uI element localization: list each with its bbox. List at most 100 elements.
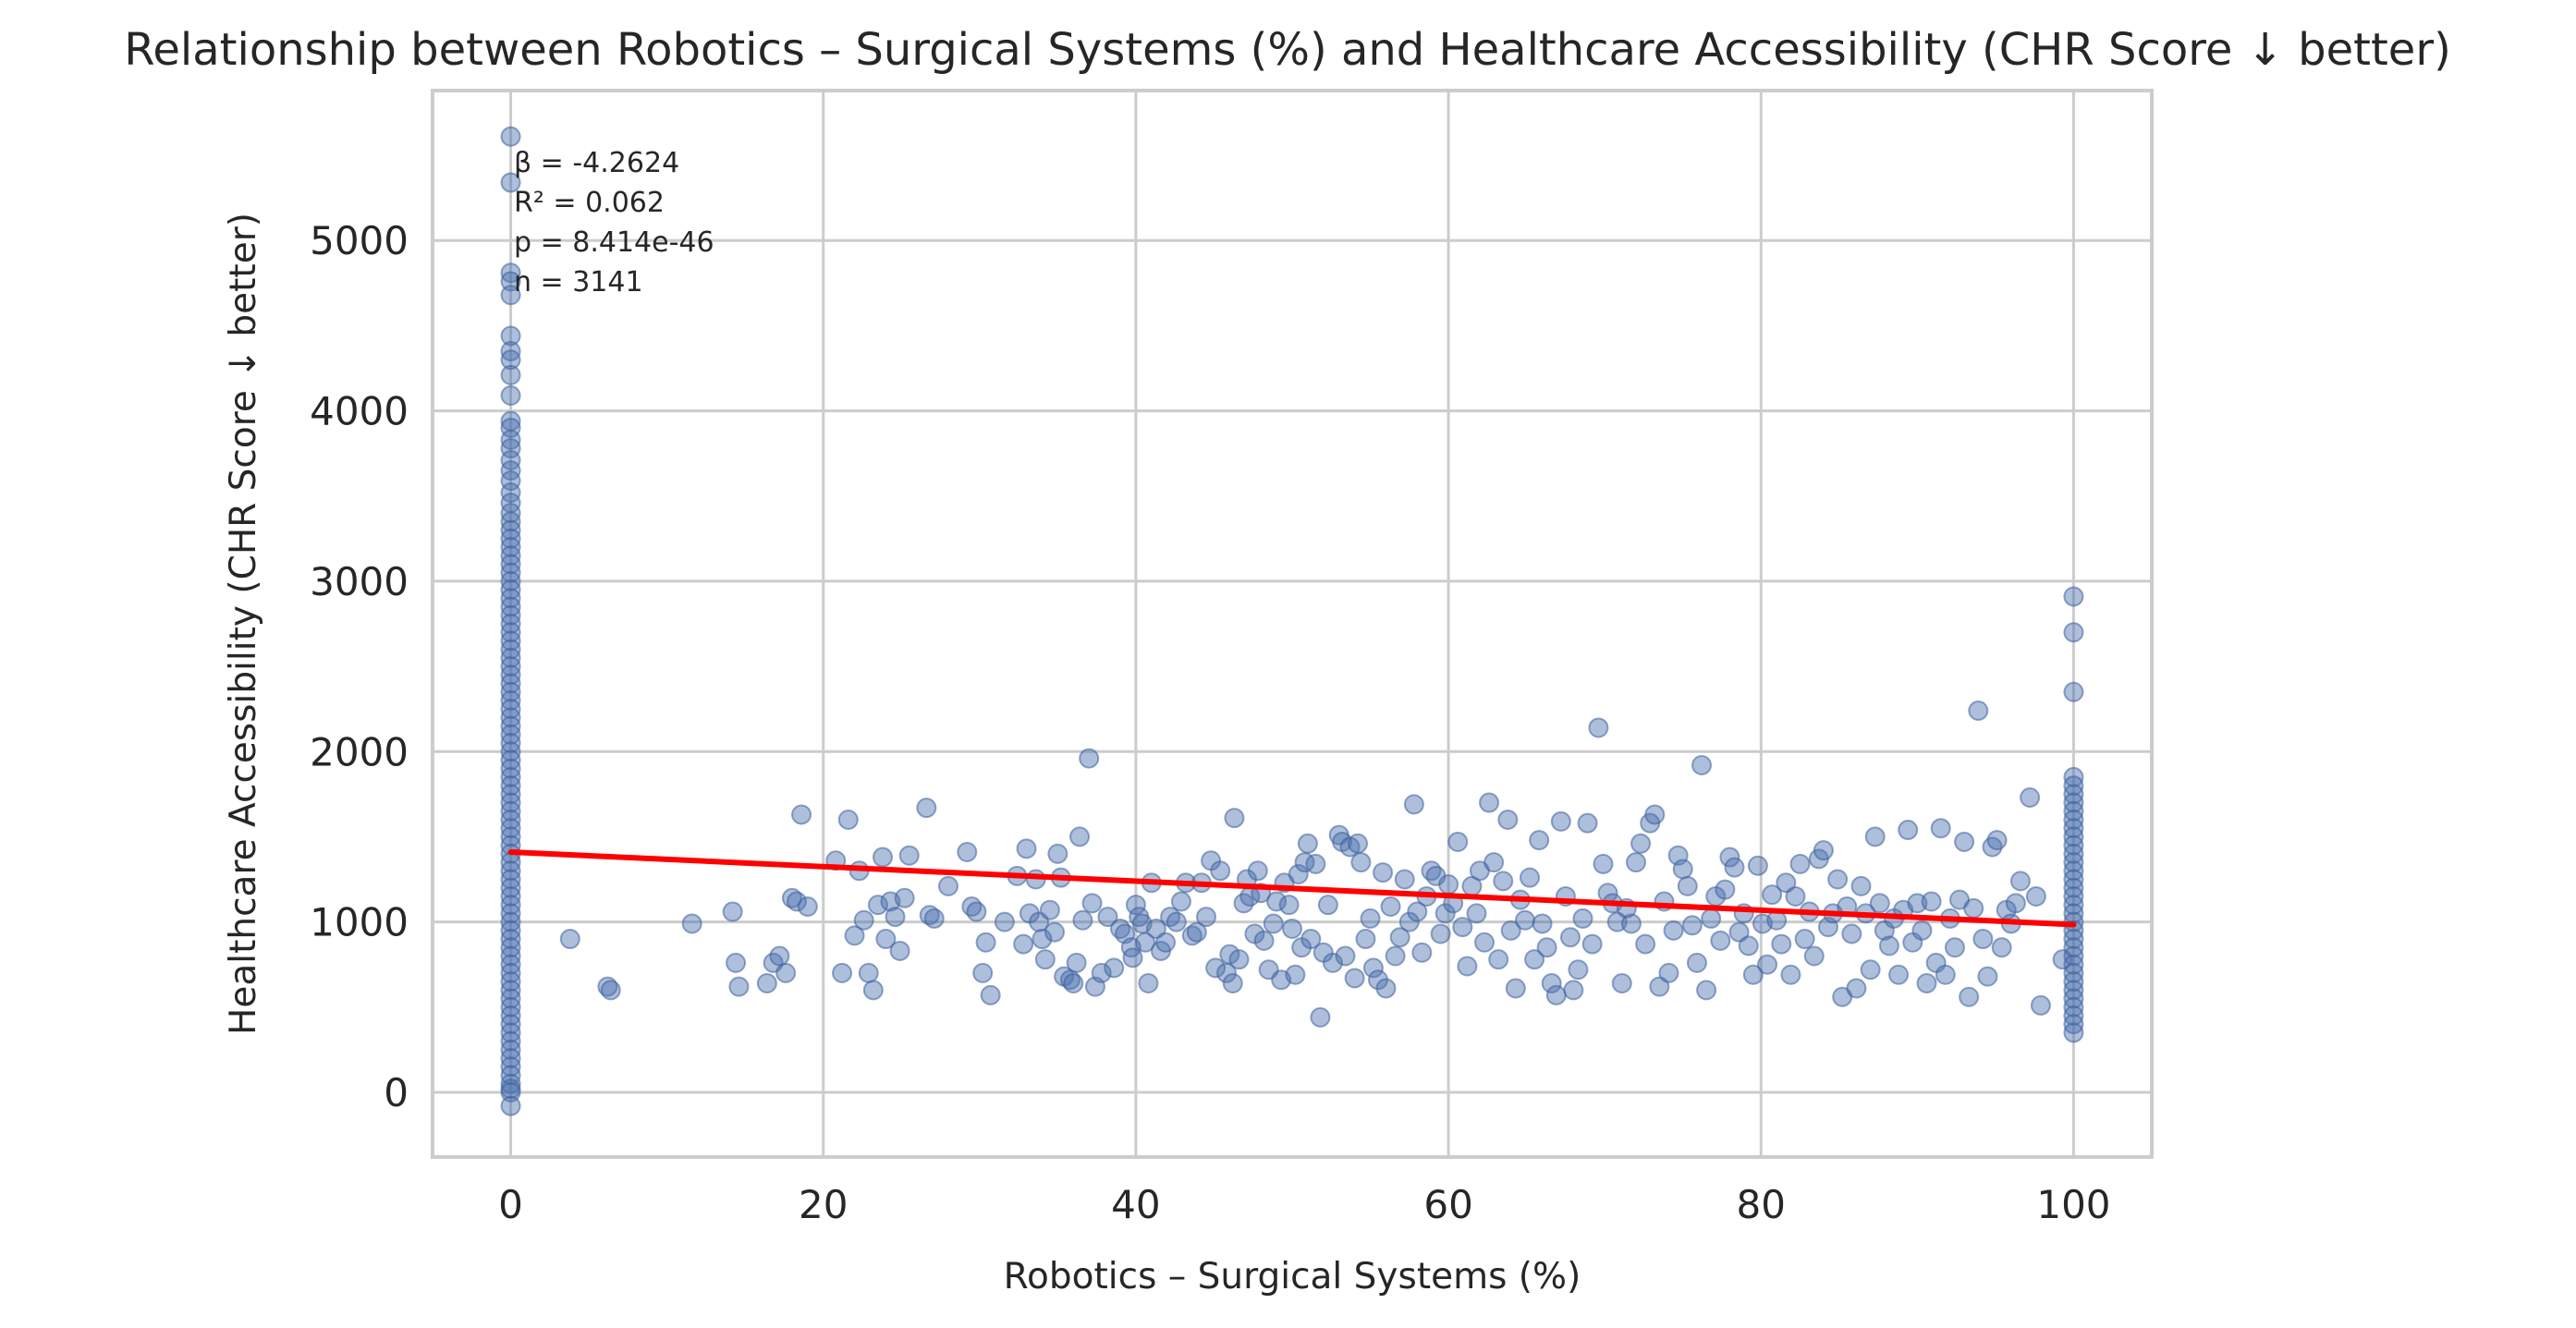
data-point xyxy=(2063,586,2084,607)
data-point xyxy=(786,891,807,912)
data-point xyxy=(1196,907,1216,928)
data-point xyxy=(1611,972,1632,993)
y-tick-label: 0 xyxy=(384,1070,409,1115)
data-point xyxy=(2030,994,2051,1016)
data-point xyxy=(1016,838,1037,859)
data-point xyxy=(2063,681,2084,702)
data-point xyxy=(1846,978,1867,999)
data-point xyxy=(500,325,521,347)
data-point xyxy=(1072,909,1093,931)
data-point xyxy=(1681,915,1703,936)
data-point xyxy=(1921,891,1942,912)
data-point xyxy=(889,940,910,961)
data-point xyxy=(1541,972,1562,993)
y-axis-ticks: 0 1000 2000 3000 4000 5000 xyxy=(310,218,409,1115)
data-point xyxy=(1122,947,1143,969)
data-point xyxy=(722,901,743,922)
data-point xyxy=(1380,896,1401,918)
data-point xyxy=(2020,787,2041,809)
data-point xyxy=(1348,833,1369,854)
data-point xyxy=(1473,932,1495,953)
y-tick-label: 4000 xyxy=(310,389,409,434)
data-point xyxy=(1572,908,1593,929)
data-point xyxy=(1658,962,1679,983)
data-point xyxy=(1066,952,1087,973)
data-point xyxy=(1888,964,1910,985)
data-point xyxy=(975,932,996,953)
data-point xyxy=(1278,895,1300,916)
data-point xyxy=(1104,957,1125,979)
data-point xyxy=(853,909,874,931)
data-point xyxy=(1125,895,1146,916)
stat-n: n = 3141 xyxy=(514,266,643,298)
data-point xyxy=(1959,986,1980,1007)
data-point xyxy=(1860,959,1881,981)
data-point xyxy=(1500,920,1521,941)
data-point xyxy=(726,952,747,973)
data-point xyxy=(1550,810,1571,832)
data-point xyxy=(1588,717,1609,738)
data-point xyxy=(1285,964,1306,985)
data-point xyxy=(1944,937,1965,958)
data-point xyxy=(1776,872,1797,894)
data-point xyxy=(1297,833,1318,854)
data-point xyxy=(500,450,521,471)
data-point xyxy=(1375,978,1397,999)
data-point xyxy=(1263,913,1284,934)
data-point xyxy=(885,907,906,928)
data-point xyxy=(1715,879,1736,900)
data-point xyxy=(600,980,621,1001)
data-point xyxy=(1205,957,1227,979)
data-point xyxy=(1663,920,1684,941)
data-point xyxy=(1362,957,1384,979)
regression-line xyxy=(507,849,2077,928)
data-point xyxy=(1430,923,1451,944)
data-point xyxy=(1091,962,1112,983)
data-point xyxy=(756,972,777,993)
data-point xyxy=(1322,952,1343,973)
chart-title: Relationship between Robotics – Surgical… xyxy=(124,24,2451,76)
data-point xyxy=(1794,929,1815,950)
data-point xyxy=(500,364,521,385)
data-point xyxy=(500,384,521,406)
data-point xyxy=(898,845,920,866)
data-point xyxy=(728,976,750,997)
data-point xyxy=(1785,885,1806,907)
stat-r-squared: R² = 0.062 xyxy=(514,187,665,219)
y-tick-label: 2000 xyxy=(310,729,409,774)
data-point xyxy=(500,460,521,481)
data-point xyxy=(832,962,853,983)
data-point xyxy=(1079,748,1100,769)
data-point xyxy=(1635,933,1656,955)
data-point xyxy=(1738,935,1759,956)
x-tick-label: 40 xyxy=(1111,1182,1160,1227)
data-point xyxy=(1360,908,1381,929)
data-point xyxy=(972,962,994,983)
data-point xyxy=(966,901,987,922)
y-tick-label: 1000 xyxy=(310,900,409,945)
data-point xyxy=(1344,968,1365,989)
data-point xyxy=(1438,874,1459,895)
data-point xyxy=(1930,818,1951,839)
data-point xyxy=(681,913,702,934)
data-point xyxy=(2063,1022,2084,1043)
data-point xyxy=(1728,921,1750,943)
data-point xyxy=(1282,918,1302,939)
data-point xyxy=(1407,901,1428,922)
data-point xyxy=(1620,913,1642,934)
data-point xyxy=(1701,908,1722,929)
x-axis-label: Robotics – Surgical Systems (%) xyxy=(1004,1256,1581,1298)
data-point xyxy=(1447,831,1469,852)
data-point xyxy=(1398,911,1420,932)
data-point xyxy=(1389,927,1410,948)
data-point xyxy=(1452,917,1473,938)
x-tick-label: 100 xyxy=(2036,1182,2110,1227)
data-point xyxy=(1210,860,1231,882)
data-point xyxy=(1757,954,1778,975)
data-point xyxy=(1935,964,1956,985)
data-point xyxy=(775,962,797,983)
data-point xyxy=(1710,930,1731,951)
data-point xyxy=(1305,853,1326,874)
data-point xyxy=(2009,871,2031,892)
